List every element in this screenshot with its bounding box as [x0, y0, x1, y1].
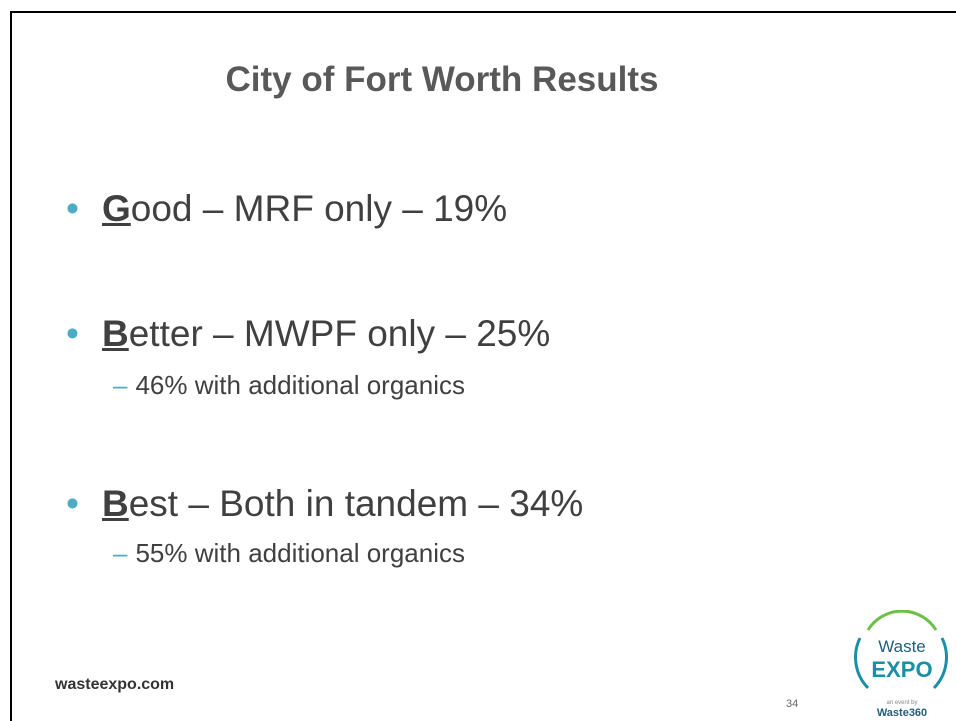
logo-arc [854, 637, 870, 690]
bullet: • Good – MRF only – 19% [66, 188, 508, 229]
bullet-initial: B [102, 483, 129, 524]
frame [10, 11, 12, 721]
bullet-text: est – Both in tandem – 34% [128, 483, 584, 524]
logo: Waste EXPO an event by Waste360 [854, 610, 948, 719]
logo-arc [932, 637, 948, 690]
bullet: • Better – MWPF only – 25% [66, 313, 551, 354]
page-number: 34 [786, 698, 799, 710]
sub-bullet: –46% with additional organics [113, 370, 466, 400]
logo-text: EXPO [871, 657, 932, 682]
title: City of Fort Worth Results [225, 60, 659, 99]
sub-bullet: –55% with additional organics [113, 538, 466, 568]
footer-site: wasteexpo.com [55, 676, 175, 693]
logo-brand: Waste360 [877, 707, 927, 719]
logo-arc [866, 610, 938, 631]
logo-tagline: an event by [886, 700, 917, 706]
bullet-text: ood – MRF only – 19% [130, 188, 508, 229]
bullet-initial: B [102, 313, 129, 354]
sub-text: 55% with additional organics [135, 538, 466, 568]
bullet-text: etter – MWPF only – 25% [128, 313, 551, 354]
frame [10, 11, 956, 13]
logo-text: Waste [878, 637, 926, 656]
bullet: • Best – Both in tandem – 34% [66, 483, 584, 524]
bullet-initial: G [102, 188, 131, 229]
sub-text: 46% with additional organics [135, 370, 466, 400]
